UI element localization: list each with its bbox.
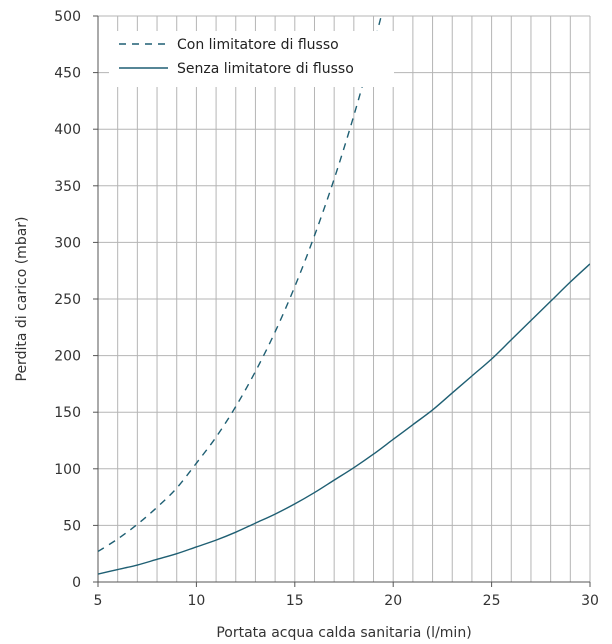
y-tick-label: 350 <box>54 179 81 195</box>
x-tick-label: 25 <box>483 593 501 609</box>
x-axis-title: Portata acqua calda sanitaria (l/min) <box>216 625 471 641</box>
y-tick-label: 50 <box>63 518 81 534</box>
grid <box>97 15 591 583</box>
x-tick-label: 10 <box>187 593 205 609</box>
legend: Con limitatore di flusso Senza limitatore… <box>109 31 394 87</box>
axes: 5 10 15 20 25 3005010015020025030035040045050… <box>54 9 599 609</box>
y-tick-label: 300 <box>54 235 81 251</box>
y-tick-label: 250 <box>54 292 81 308</box>
x-tick-label: 15 <box>286 593 304 609</box>
x-tick-label: 30 <box>581 593 599 609</box>
y-tick-label: 450 <box>54 66 81 82</box>
series-group <box>98 16 590 575</box>
y-tick-label: 500 <box>54 9 81 25</box>
x-tick-label: 20 <box>384 593 402 609</box>
legend-background <box>109 31 394 87</box>
legend-label-2: Senza limitatore di flusso <box>177 61 354 77</box>
y-axis-title: Perdita di carico (mbar) <box>14 216 30 381</box>
series-line-2 <box>98 263 590 575</box>
y-tick-label: 400 <box>54 122 81 138</box>
x-tick-label: 5 <box>94 593 103 609</box>
y-tick-label: 200 <box>54 349 81 365</box>
y-tick-label: 0 <box>72 575 81 591</box>
y-tick-label: 150 <box>54 405 81 421</box>
legend-label-1: Con limitatore di flusso <box>177 37 339 53</box>
y-tick-label: 100 <box>54 462 81 478</box>
